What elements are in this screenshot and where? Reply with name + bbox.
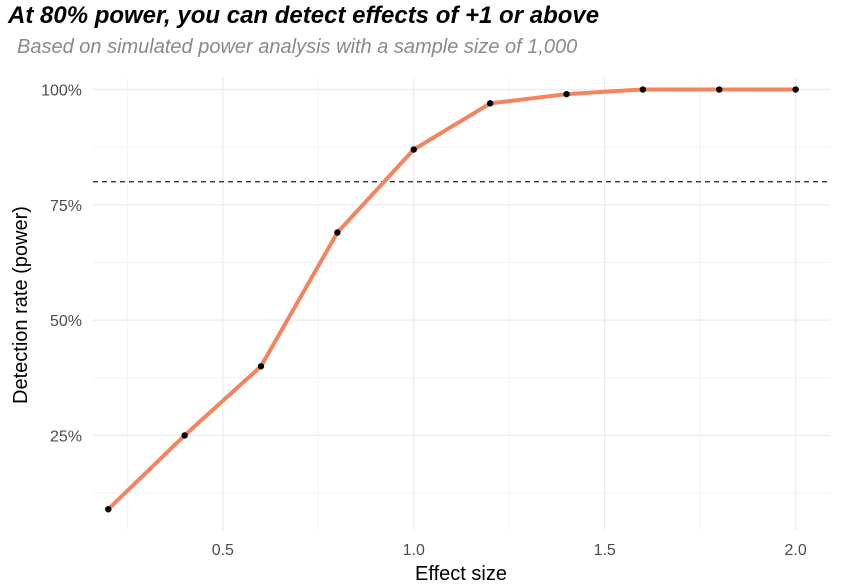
- grid: [93, 78, 830, 530]
- y-tick-label: 75%: [50, 198, 82, 215]
- x-tick-label: 1.5: [594, 542, 616, 559]
- y-axis-title: Detection rate (power): [10, 206, 32, 404]
- y-axis-ticks: 25% 50% 75% 100%: [41, 83, 82, 446]
- series-layer: [106, 87, 798, 512]
- y-tick-label: 25%: [50, 428, 82, 445]
- data-point: [257, 363, 265, 370]
- x-axis-ticks: 0.5 1.0 1.5 2.0: [212, 542, 807, 559]
- x-tick-label: 2.0: [785, 542, 807, 559]
- x-axis-title: Effect size: [415, 563, 507, 585]
- x-tick-label: 0.5: [212, 542, 234, 559]
- data-point: [181, 432, 188, 439]
- data-point: [792, 86, 799, 93]
- y-tick-label: 100%: [41, 83, 82, 100]
- series-line-power: [106, 87, 798, 512]
- data-point: [486, 100, 494, 107]
- data-point: [716, 86, 723, 93]
- chart-title: At 80% power, you can detect effects of …: [8, 2, 600, 29]
- y-tick-label: 50%: [50, 313, 82, 330]
- points-layer: [105, 86, 799, 513]
- data-point: [334, 229, 341, 236]
- data-point: [410, 146, 417, 153]
- data-point: [563, 90, 570, 98]
- data-point: [105, 506, 112, 513]
- chart-subtitle: Based on simulated power analysis with a…: [17, 36, 578, 58]
- x-tick-label: 1.0: [403, 542, 425, 559]
- data-point: [639, 86, 647, 93]
